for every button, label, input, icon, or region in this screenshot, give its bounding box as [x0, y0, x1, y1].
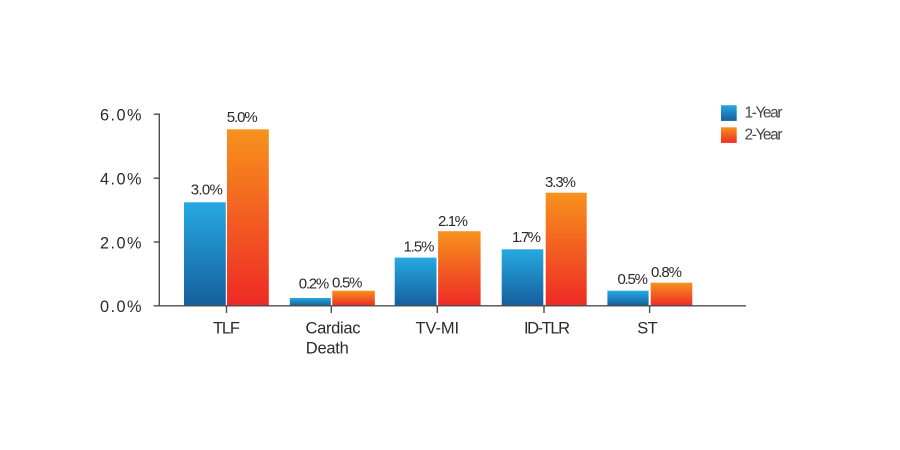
svg-text:ST: ST — [637, 319, 658, 337]
svg-text:3.0%: 3.0% — [191, 182, 223, 199]
svg-text:2.0%: 2.0% — [100, 234, 142, 252]
svg-text:0.5%: 0.5% — [332, 275, 363, 292]
svg-text:2.1%: 2.1% — [438, 213, 468, 230]
svg-text:Death: Death — [306, 339, 349, 357]
svg-text:4.0%: 4.0% — [100, 171, 142, 189]
svg-text:0.2%: 0.2% — [299, 276, 330, 293]
svg-text:1.7%: 1.7% — [512, 229, 541, 246]
svg-text:6.0%: 6.0% — [100, 107, 142, 125]
svg-text:3.3%: 3.3% — [545, 174, 576, 191]
svg-text:TLF: TLF — [213, 319, 240, 337]
svg-text:2-Year: 2-Year — [745, 127, 783, 144]
svg-text:1-Year: 1-Year — [745, 105, 783, 122]
svg-text:5.0%: 5.0% — [227, 109, 258, 126]
svg-text:1.5%: 1.5% — [404, 239, 435, 256]
svg-text:0.8%: 0.8% — [651, 264, 682, 281]
svg-text:0.0%: 0.0% — [100, 298, 142, 316]
svg-text:0.5%: 0.5% — [617, 271, 648, 288]
svg-text:Cardiac: Cardiac — [306, 319, 361, 337]
svg-text:TV-MI: TV-MI — [416, 319, 460, 337]
svg-text:ID-TLR: ID-TLR — [524, 319, 570, 337]
